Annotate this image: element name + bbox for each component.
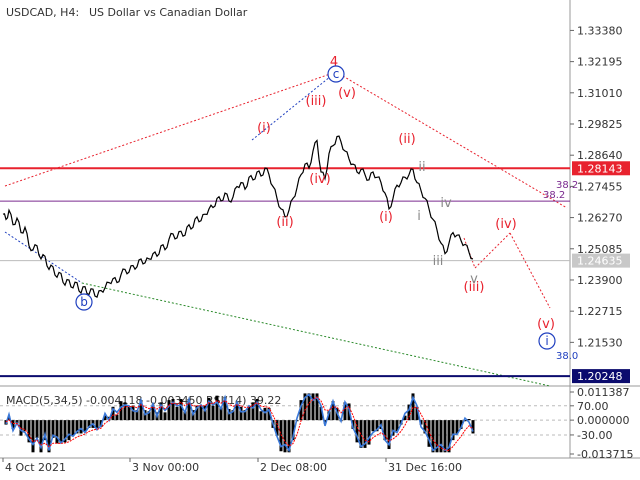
level-badge <box>572 253 630 268</box>
wave-label: (i) <box>379 210 393 225</box>
level-badge-label: 1.24635 <box>577 255 623 268</box>
price-tick-label: 1.21530 <box>577 336 623 349</box>
macd-signal-line <box>5 396 474 452</box>
symbol-label: USDCAD, H4: <box>6 6 79 19</box>
wave-label: (v) <box>338 86 356 101</box>
wave-label-b: b <box>80 295 88 309</box>
time-tick-label: 4 Oct 2021 <box>5 461 66 474</box>
wave-label: iv <box>440 196 452 211</box>
descending-channel-line <box>335 71 568 209</box>
wave-label: (v) <box>537 317 555 332</box>
indicator-tick-label: 70.00 <box>577 400 609 413</box>
wave-annotations: 4c b i (i) (ii) (iii) (iv) (v) (i) (ii) (iii) (iv) (… <box>75 55 578 362</box>
wave-label-i: i <box>545 334 548 348</box>
wave-label: 4 <box>330 55 338 70</box>
price-tick-label: 1.33380 <box>577 24 623 37</box>
horizontal-levels: 1.28143 38.2 1.24635 1.20248 <box>0 161 630 384</box>
price-tick-label: 1.28640 <box>577 149 623 162</box>
projection-lines <box>4 71 568 387</box>
price-line <box>2 135 474 298</box>
wave-label: (iii) <box>464 280 485 295</box>
wave-label: i <box>417 209 421 224</box>
indicator-tick-label: -0.013715 <box>577 448 633 461</box>
description-label: US Dollar vs Canadian Dollar <box>89 6 248 19</box>
wave-label: ii <box>418 160 425 175</box>
indicator-tick-label: -30.00 <box>577 429 612 442</box>
price-series <box>2 135 474 298</box>
time-tick-label: 31 Dec 16:00 <box>388 461 462 474</box>
price-tick-label: 1.25085 <box>577 243 623 256</box>
level-badge <box>572 161 630 176</box>
time-axis: 4 Oct 2021 3 Nov 00:00 2 Dec 08:00 31 Dec 1… <box>2 458 462 474</box>
price-tick-label: 1.31010 <box>577 87 623 100</box>
wave-circle <box>327 65 345 83</box>
time-tick-label: 3 Nov 00:00 <box>132 461 199 474</box>
wave-label-c: c <box>333 67 340 81</box>
price-tick-label: 1.26270 <box>577 212 623 225</box>
price-tick-label: 1.22715 <box>577 305 623 318</box>
wave-label: (i) <box>257 121 271 136</box>
indicator-tick-label: 0.011387 <box>577 386 630 399</box>
level-badge <box>572 369 630 384</box>
fibo-label: 38.2 <box>556 180 578 191</box>
price-axis: 1.33380 1.32195 1.31010 1.29825 1.28640 1.274… <box>570 24 623 349</box>
wave-label: (ii) <box>398 132 415 147</box>
price-tick-label: 1.27455 <box>577 180 623 193</box>
level-badge-label: 1.20248 <box>577 370 623 383</box>
price-tick-label: 1.32195 <box>577 56 623 69</box>
level-badge-label: 1.28143 <box>577 162 623 175</box>
wave-label: (ii) <box>276 215 293 230</box>
indicator-tick-label: 0.000000 <box>577 414 630 427</box>
time-tick-label: 2 Dec 08:00 <box>260 461 327 474</box>
fibo-level-label: 38.2 <box>543 190 565 201</box>
wave-circle <box>75 293 93 311</box>
wave-label: (iv) <box>495 217 516 232</box>
wave-b-leg-line <box>4 231 83 284</box>
price-tick-label: 1.23900 <box>577 274 623 287</box>
forecast-leg-2 <box>474 232 511 269</box>
forecast-leg-1 <box>463 237 476 269</box>
wave-label: v <box>470 272 478 287</box>
wave-circle <box>538 332 556 350</box>
indicator-plot <box>0 393 570 453</box>
rsi-line <box>5 393 474 453</box>
fibo-label: 38.0 <box>556 351 578 362</box>
wave-label: (iii) <box>306 94 327 109</box>
wave-label: iii <box>433 254 444 269</box>
price-tick-label: 1.29825 <box>577 118 623 131</box>
wave-label: (iv) <box>309 172 330 187</box>
